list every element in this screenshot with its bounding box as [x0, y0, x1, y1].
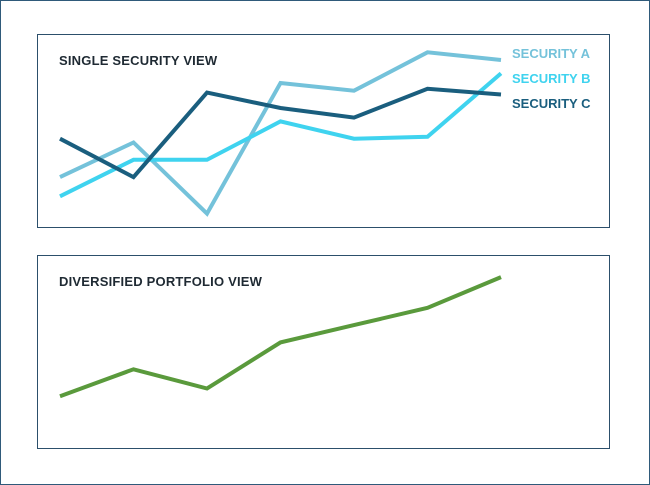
portfolio-series-line [59, 275, 502, 399]
single-security-title: SINGLE SECURITY VIEW [59, 53, 218, 68]
diversified-portfolio-panel: DIVERSIFIED PORTFOLIO VIEW [37, 255, 610, 449]
diversified-portfolio-title: DIVERSIFIED PORTFOLIO VIEW [59, 274, 263, 289]
single-security-panel: SINGLE SECURITY VIEW SECURITY A SECURITY … [37, 34, 610, 228]
legend-security-a: SECURITY A [512, 46, 591, 61]
series-line-security-b [59, 71, 503, 199]
single-security-plot: SECURITY A SECURITY B SECURITY C [59, 46, 591, 217]
diversified-portfolio-plot [59, 275, 502, 399]
series-line-security-c [59, 86, 502, 180]
legend-security-c: SECURITY C [512, 96, 591, 111]
legend-security-b: SECURITY B [512, 71, 591, 86]
series-line-security-a [59, 50, 502, 217]
